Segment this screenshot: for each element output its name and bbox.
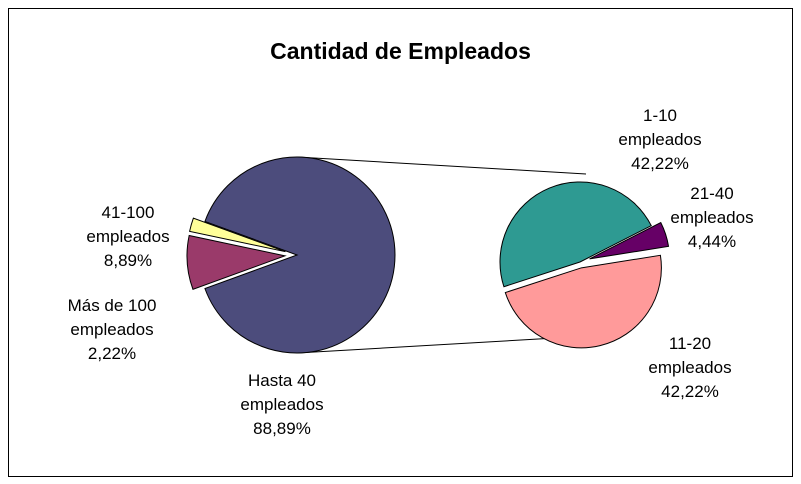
value-label: 2,22% — [87, 344, 137, 363]
category-label: 41-100 empleados — [86, 203, 170, 246]
pie-slice — [186, 234, 287, 290]
chart-title: Cantidad de Empleados — [270, 38, 531, 64]
value-label: 42,22% — [631, 154, 689, 173]
value-label: 4,44% — [687, 232, 737, 251]
connector-line — [296, 335, 591, 354]
category-label: 1-10 empleados — [618, 106, 702, 149]
category-label: Hasta 40 empleados — [240, 371, 324, 414]
data-label: 41-100 empleados 8,89% — [72, 201, 184, 273]
pie-slice — [504, 254, 662, 349]
category-label: 11-20 empleados — [648, 334, 732, 377]
value-label: 88,89% — [253, 419, 311, 438]
data-label: 21-40 empleados 4,44% — [656, 182, 768, 254]
category-label: 21-40 empleados — [670, 184, 754, 227]
connector-line — [296, 156, 587, 175]
value-label: 42,22% — [661, 382, 719, 401]
value-label: 8,89% — [103, 251, 153, 270]
category-label: Más de 100 empleados — [67, 296, 157, 339]
data-label: Hasta 40 empleados 88,89% — [226, 369, 338, 441]
data-label: 1-10 empleados 42,22% — [604, 104, 716, 176]
data-label: Más de 100 empleados 2,22% — [56, 294, 168, 366]
pie-slice — [189, 217, 286, 253]
pie-slice — [499, 181, 652, 288]
pie-slice — [589, 221, 670, 260]
pie-slice — [204, 156, 396, 354]
data-label: 11-20 empleados 42,22% — [634, 332, 746, 404]
